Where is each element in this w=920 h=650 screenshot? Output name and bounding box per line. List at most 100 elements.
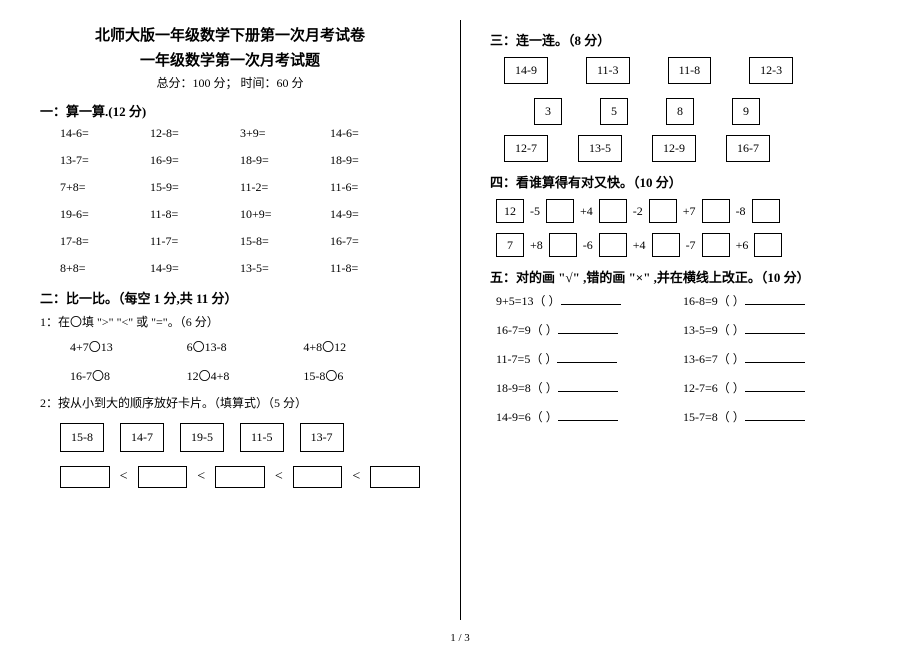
j: 15-7=8（ ） xyxy=(683,410,745,424)
mbox: 13-5 xyxy=(578,135,622,162)
j: 13-5=9（ ） xyxy=(683,323,745,337)
sec2-title: 二：比一比。（每空 1 分,共 11 分） xyxy=(40,288,420,307)
q: 18-9= xyxy=(240,153,330,168)
j: 16-7=9（ ） xyxy=(496,323,558,337)
mbox-small: 5 xyxy=(600,98,628,125)
j: 13-6=7（ ） xyxy=(683,352,745,366)
q: 10+9= xyxy=(240,207,330,222)
j: 18-9=8（ ） xyxy=(496,381,558,395)
q: 7+8= xyxy=(60,180,150,195)
title-2: 一年级数学第一次月考试题 xyxy=(40,49,420,70)
j: 12-7=6（ ） xyxy=(683,381,745,395)
q: 11-8= xyxy=(150,207,240,222)
blank xyxy=(215,466,265,488)
op: +6 xyxy=(736,238,749,253)
mbox: 12-7 xyxy=(504,135,548,162)
q: 16-9= xyxy=(150,153,240,168)
q: 19-6= xyxy=(60,207,150,222)
mbox-small: 9 xyxy=(732,98,760,125)
uline xyxy=(558,410,618,421)
sec5-title: 五：对的画 "√" ,错的画 "×" ,并在横线上改正。（10 分） xyxy=(490,267,870,286)
q: 15-8= xyxy=(240,234,330,249)
uline xyxy=(745,294,805,305)
blank-sq xyxy=(652,233,680,257)
sec3-title: 三：连一连。（8 分） xyxy=(490,30,870,49)
q: 8+8= xyxy=(60,261,150,276)
uline xyxy=(558,381,618,392)
q: 11-2= xyxy=(240,180,330,195)
lt: < xyxy=(120,469,128,485)
cmp: 16-7〇8 xyxy=(70,367,187,384)
lt: < xyxy=(275,469,283,485)
card: 13-7 xyxy=(300,423,344,452)
sec2-sub1: 1：在〇填 ">" "<" 或 "="。（6 分） xyxy=(40,313,420,330)
j: 14-9=6（ ） xyxy=(496,410,558,424)
mbox: 16-7 xyxy=(726,135,770,162)
card: 14-7 xyxy=(120,423,164,452)
mbox: 14-9 xyxy=(504,57,548,84)
card: 15-8 xyxy=(60,423,104,452)
q: 17-8= xyxy=(60,234,150,249)
blank-sq xyxy=(599,233,627,257)
column-divider xyxy=(460,20,461,620)
q: 11-6= xyxy=(330,180,420,195)
uline xyxy=(745,410,805,421)
chain-start: 12 xyxy=(496,199,524,223)
q: 16-7= xyxy=(330,234,420,249)
op: -8 xyxy=(736,204,746,219)
title-1: 北师大版一年级数学下册第一次月考试卷 xyxy=(40,24,420,45)
sec1-title: 一：算一算.(12 分) xyxy=(40,101,420,120)
lt: < xyxy=(197,469,205,485)
blank xyxy=(293,466,343,488)
sec1-grid: 14-6= 12-8= 3+9= 14-6= 13-7= 16-9= 18-9=… xyxy=(60,126,420,276)
mbox: 11-3 xyxy=(586,57,630,84)
j: 16-8=9（ ） xyxy=(683,294,745,308)
cmp: 4+7〇13 xyxy=(70,338,187,355)
lt: < xyxy=(352,469,360,485)
blank-sq xyxy=(546,199,574,223)
q: 13-7= xyxy=(60,153,150,168)
mbox-small: 8 xyxy=(666,98,694,125)
chain-start: 7 xyxy=(496,233,524,257)
sec2-sub2: 2：按从小到大的顺序放好卡片。（填算式）（5 分） xyxy=(40,394,420,411)
blank xyxy=(138,466,188,488)
uline xyxy=(745,323,805,334)
op: -7 xyxy=(686,238,696,253)
meta: 总分：100 分； 时间：60 分 xyxy=(40,74,420,91)
op: -2 xyxy=(633,204,643,219)
uline xyxy=(745,352,805,363)
j: 9+5=13（ ） xyxy=(496,294,561,308)
uline xyxy=(561,294,621,305)
card: 19-5 xyxy=(180,423,224,452)
cmp: 12〇4+8 xyxy=(187,367,304,384)
q: 13-5= xyxy=(240,261,330,276)
q: 14-9= xyxy=(150,261,240,276)
op: -6 xyxy=(583,238,593,253)
mbox: 11-8 xyxy=(668,57,712,84)
page-number: 1 / 3 xyxy=(0,632,920,644)
q: 11-7= xyxy=(150,234,240,249)
q: 11-8= xyxy=(330,261,420,276)
op: +4 xyxy=(633,238,646,253)
q: 15-9= xyxy=(150,180,240,195)
mbox: 12-9 xyxy=(652,135,696,162)
blank-sq xyxy=(649,199,677,223)
cmp: 6〇13-8 xyxy=(187,338,304,355)
card: 11-5 xyxy=(240,423,284,452)
uline xyxy=(558,323,618,334)
op: +4 xyxy=(580,204,593,219)
blank-sq xyxy=(754,233,782,257)
sec4-title: 四：看谁算得有对又快。（10 分） xyxy=(490,172,870,191)
blank-sq xyxy=(752,199,780,223)
blank-sq xyxy=(549,233,577,257)
q: 3+9= xyxy=(240,126,330,141)
cmp: 4+8〇12 xyxy=(303,338,420,355)
blank xyxy=(60,466,110,488)
j: 11-7=5（ ） xyxy=(496,352,557,366)
q: 14-9= xyxy=(330,207,420,222)
uline xyxy=(557,352,617,363)
op: +8 xyxy=(530,238,543,253)
uline xyxy=(745,381,805,392)
mbox-small: 3 xyxy=(534,98,562,125)
op: -5 xyxy=(530,204,540,219)
